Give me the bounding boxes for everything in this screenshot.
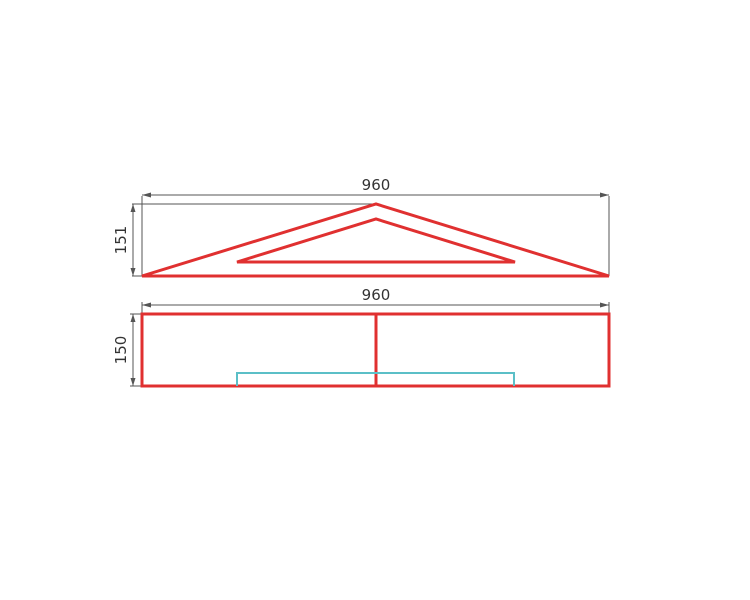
front-width-label: 960 [362,286,391,304]
front-view: 960 150 [112,286,611,388]
top-height-arrow-top [130,204,136,212]
top-height-label: 151 [112,226,130,255]
inner-triangle [236,217,516,264]
top-width-arrow-right [600,192,609,198]
top-height-dimension: 151 [112,203,376,277]
front-height-dimension: 150 [112,313,142,387]
top-width-label: 960 [362,176,391,194]
top-view: 960 151 [112,176,610,278]
top-height-arrow-bottom [130,268,136,276]
top-width-arrow-left [142,192,151,198]
base-bracket [236,372,515,386]
front-height-label: 150 [112,336,130,365]
front-width-dimension: 960 [141,286,610,314]
front-width-arrow-right [600,302,609,308]
front-height-arrow-bottom [130,378,136,386]
top-width-dimension: 960 [141,176,610,276]
front-width-arrow-left [142,302,151,308]
front-height-arrow-top [130,314,136,322]
outer-triangle [141,202,610,278]
